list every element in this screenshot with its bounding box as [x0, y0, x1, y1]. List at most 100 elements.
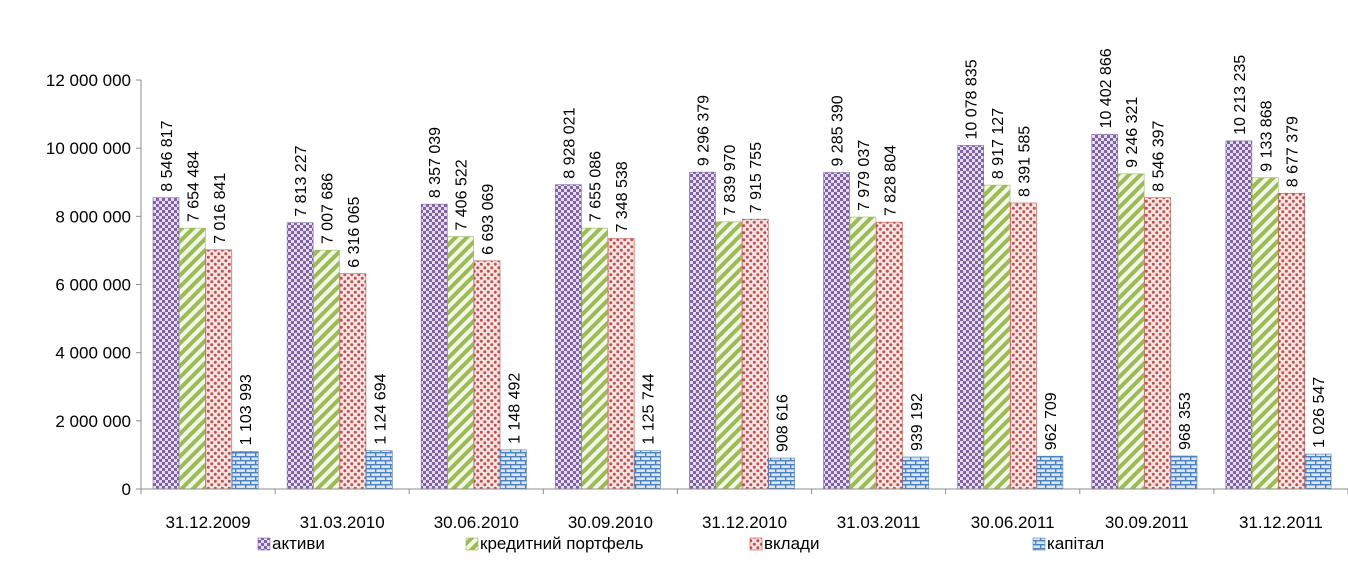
y-tick-label: 4 000 000	[55, 344, 131, 363]
data-label: 7 813 227	[293, 145, 310, 216]
bar	[313, 249, 340, 490]
y-tick-label: 0	[122, 480, 131, 499]
bar	[634, 450, 661, 490]
legend-label: активи	[272, 534, 325, 553]
data-label: 939 192	[909, 393, 926, 451]
data-label: 9 246 321	[1124, 97, 1141, 168]
data-label: 8 917 127	[990, 108, 1007, 179]
bar	[286, 222, 314, 490]
x-tick-label: 31.12.2011	[1239, 513, 1323, 532]
data-label: 9 285 390	[830, 95, 847, 166]
data-label: 7 915 755	[748, 142, 765, 213]
bar	[366, 450, 393, 490]
y-tick-label: 2 000 000	[55, 412, 131, 431]
legend-label: вклади	[764, 534, 819, 553]
legend: активи кредитний портфель вклади капітал	[257, 534, 1104, 553]
bar	[1304, 453, 1332, 490]
bar	[205, 249, 233, 490]
bar	[179, 227, 206, 490]
x-tick-label: 31.12.2009	[166, 513, 251, 532]
data-label: 7 654 484	[185, 151, 202, 222]
x-tick-label: 31.03.2011	[837, 513, 921, 532]
data-label: 968 353	[1177, 392, 1194, 450]
bar	[500, 449, 527, 490]
bar	[1036, 455, 1064, 490]
bar	[473, 260, 501, 490]
x-tick-label: 31.03.2010	[300, 513, 385, 532]
bar	[849, 216, 877, 490]
bar	[768, 457, 795, 490]
data-label: 7 348 538	[614, 161, 631, 232]
bar	[715, 221, 743, 490]
x-tick-label: 30.09.2011	[1105, 513, 1189, 532]
data-label: 7 016 841	[212, 173, 229, 244]
data-label: 10 402 866	[1098, 48, 1115, 128]
bar	[957, 145, 984, 490]
y-tick-label: 12 000 000	[46, 71, 131, 90]
data-label: 1 026 547	[1311, 377, 1328, 448]
legend-swatch	[465, 537, 479, 551]
data-label: 8 546 817	[159, 120, 176, 191]
bar	[607, 238, 635, 490]
bar	[823, 172, 850, 490]
data-label: 8 677 379	[1285, 116, 1302, 187]
data-label: 10 213 235	[1232, 55, 1249, 135]
y-tick-label: 6 000 000	[55, 276, 131, 295]
bar	[555, 184, 582, 490]
y-axis: 0 2 000 000 4 000 000 6 000 000 8 000 000 10 …	[46, 71, 142, 499]
bar	[741, 218, 769, 490]
data-label: 962 709	[1043, 392, 1060, 450]
bar	[1010, 202, 1037, 490]
legend-label: капітал	[1047, 534, 1104, 553]
bar	[876, 221, 903, 490]
bar	[1091, 134, 1119, 490]
bar	[1278, 192, 1305, 490]
data-label: 1 124 694	[372, 373, 389, 444]
bar	[581, 227, 609, 490]
bar	[902, 456, 930, 490]
data-label: 7 979 037	[856, 140, 873, 211]
bar	[689, 171, 716, 490]
legend-label: кредитний портфель	[480, 534, 644, 553]
legend-swatch	[1032, 537, 1046, 551]
legend-swatch	[257, 537, 271, 551]
data-label: 1 103 993	[238, 374, 255, 445]
bar	[1170, 455, 1198, 490]
bar	[420, 203, 448, 490]
bar	[1225, 140, 1253, 490]
bar	[1144, 197, 1171, 490]
data-label: 10 078 835	[964, 59, 981, 139]
data-label: 8 928 021	[561, 107, 578, 178]
data-label: 7 828 804	[882, 145, 899, 216]
data-label: 6 316 065	[346, 196, 363, 267]
data-label: 9 133 868	[1258, 100, 1275, 171]
bar	[447, 236, 474, 490]
data-label: 6 693 069	[480, 184, 497, 255]
bar	[983, 184, 1011, 490]
data-label: 8 391 585	[1016, 126, 1033, 197]
bar	[152, 197, 180, 490]
data-label: 7 839 970	[722, 145, 739, 216]
bar	[1117, 173, 1145, 490]
bar	[231, 451, 259, 490]
y-tick-label: 8 000 000	[55, 207, 131, 226]
data-label: 8 546 397	[1151, 120, 1168, 191]
x-tick-label: 30.06.2011	[971, 513, 1055, 532]
data-label: 9 296 379	[695, 95, 712, 166]
x-axis: 31.12.2009 31.03.2010 30.06.2010 30.09.2010…	[140, 488, 1348, 532]
x-tick-label: 30.09.2010	[568, 513, 653, 532]
bar	[1251, 177, 1279, 490]
y-tick-label: 10 000 000	[46, 139, 131, 158]
data-labels: 8 546 817 7 654 484 7 016 841 1 103 993 7 81…	[159, 48, 1328, 452]
data-label: 1 148 492	[506, 373, 523, 444]
data-label: 7 655 086	[588, 151, 605, 222]
bar	[339, 273, 367, 490]
data-label: 1 125 744	[641, 373, 658, 444]
data-label: 8 357 039	[427, 127, 444, 198]
x-tick-label: 30.06.2010	[434, 513, 519, 532]
x-tick-label: 31.12.2010	[702, 513, 787, 532]
legend-swatch	[749, 537, 763, 551]
data-label: 7 007 686	[320, 173, 337, 244]
